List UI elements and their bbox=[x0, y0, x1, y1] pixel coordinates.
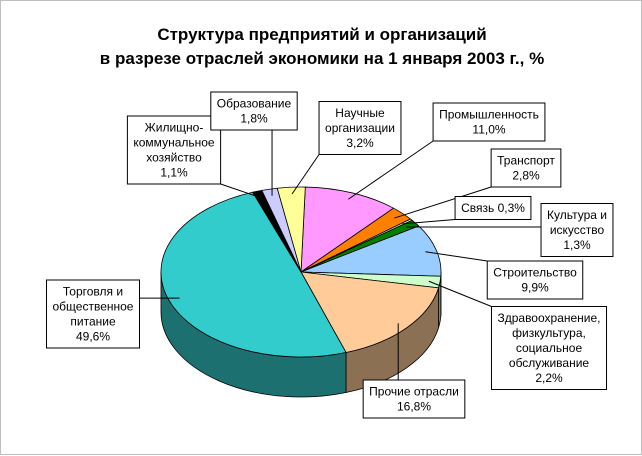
slice-label-text: Строительство bbox=[493, 266, 577, 280]
slice-label-text: 9,9% bbox=[521, 281, 549, 295]
slice-label-text: Культура и bbox=[547, 208, 607, 222]
slice-label-text: физкультура, bbox=[512, 326, 586, 340]
slice-label-text: социальное bbox=[516, 341, 583, 355]
slice-label-text: 11,0% bbox=[472, 123, 505, 137]
slice-label-text: Транспорт bbox=[497, 154, 555, 168]
slice-label-text: Здравоохранение, bbox=[497, 311, 600, 325]
slice-label-text: 1,8% bbox=[240, 112, 268, 126]
slice-label-text: питание bbox=[70, 315, 116, 329]
slice-label-text: общественное bbox=[53, 300, 134, 314]
chart-title-line-2: в разрезе отраслей экономики на 1 января… bbox=[100, 49, 544, 68]
slice-label-text: коммунальное bbox=[133, 136, 215, 150]
slice-label-text: 1,1% bbox=[160, 166, 188, 180]
slice-label-text: 2,8% bbox=[512, 169, 540, 183]
slice-label-text: хозяйство bbox=[146, 151, 202, 165]
slice-label-text: Жилищно- bbox=[145, 121, 204, 135]
slice-label-text: Связь 0,3% bbox=[461, 201, 525, 215]
slice-label: Здравоохранение,физкультура,социальноеоб… bbox=[491, 307, 606, 390]
slice-label-text: 3,2% bbox=[346, 136, 374, 150]
slice-label-text: организации bbox=[325, 121, 395, 135]
slice-label-text: Промышленность bbox=[439, 108, 539, 122]
slice-label: Связь 0,3% bbox=[455, 197, 531, 220]
pie-slices bbox=[161, 187, 441, 397]
chart-title-line-1: Структура предприятий и организаций bbox=[157, 25, 486, 44]
slice-label-text: 16,8% bbox=[397, 400, 431, 414]
slice-label-text: 1,3% bbox=[563, 238, 591, 252]
slice-label-text: 2,2% bbox=[535, 371, 563, 385]
slice-label-text: Научные bbox=[335, 106, 385, 120]
slice-label-text: 49,6% bbox=[76, 330, 110, 344]
slice-label-text: обслуживание bbox=[509, 356, 590, 370]
slice-label-text: Торговля и bbox=[63, 285, 123, 299]
slice-label-text: искусство bbox=[550, 223, 605, 237]
slice-label-text: Прочие отрасли bbox=[369, 385, 459, 399]
slice-label-text: Образование bbox=[217, 97, 292, 111]
